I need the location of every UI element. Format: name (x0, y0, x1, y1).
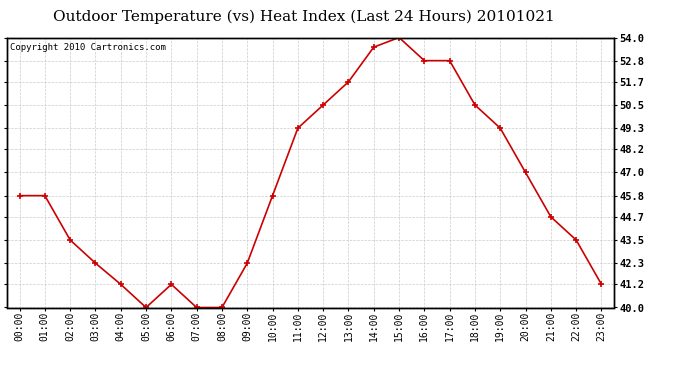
Text: Outdoor Temperature (vs) Heat Index (Last 24 Hours) 20101021: Outdoor Temperature (vs) Heat Index (Las… (52, 9, 555, 24)
Text: Copyright 2010 Cartronics.com: Copyright 2010 Cartronics.com (10, 43, 166, 52)
